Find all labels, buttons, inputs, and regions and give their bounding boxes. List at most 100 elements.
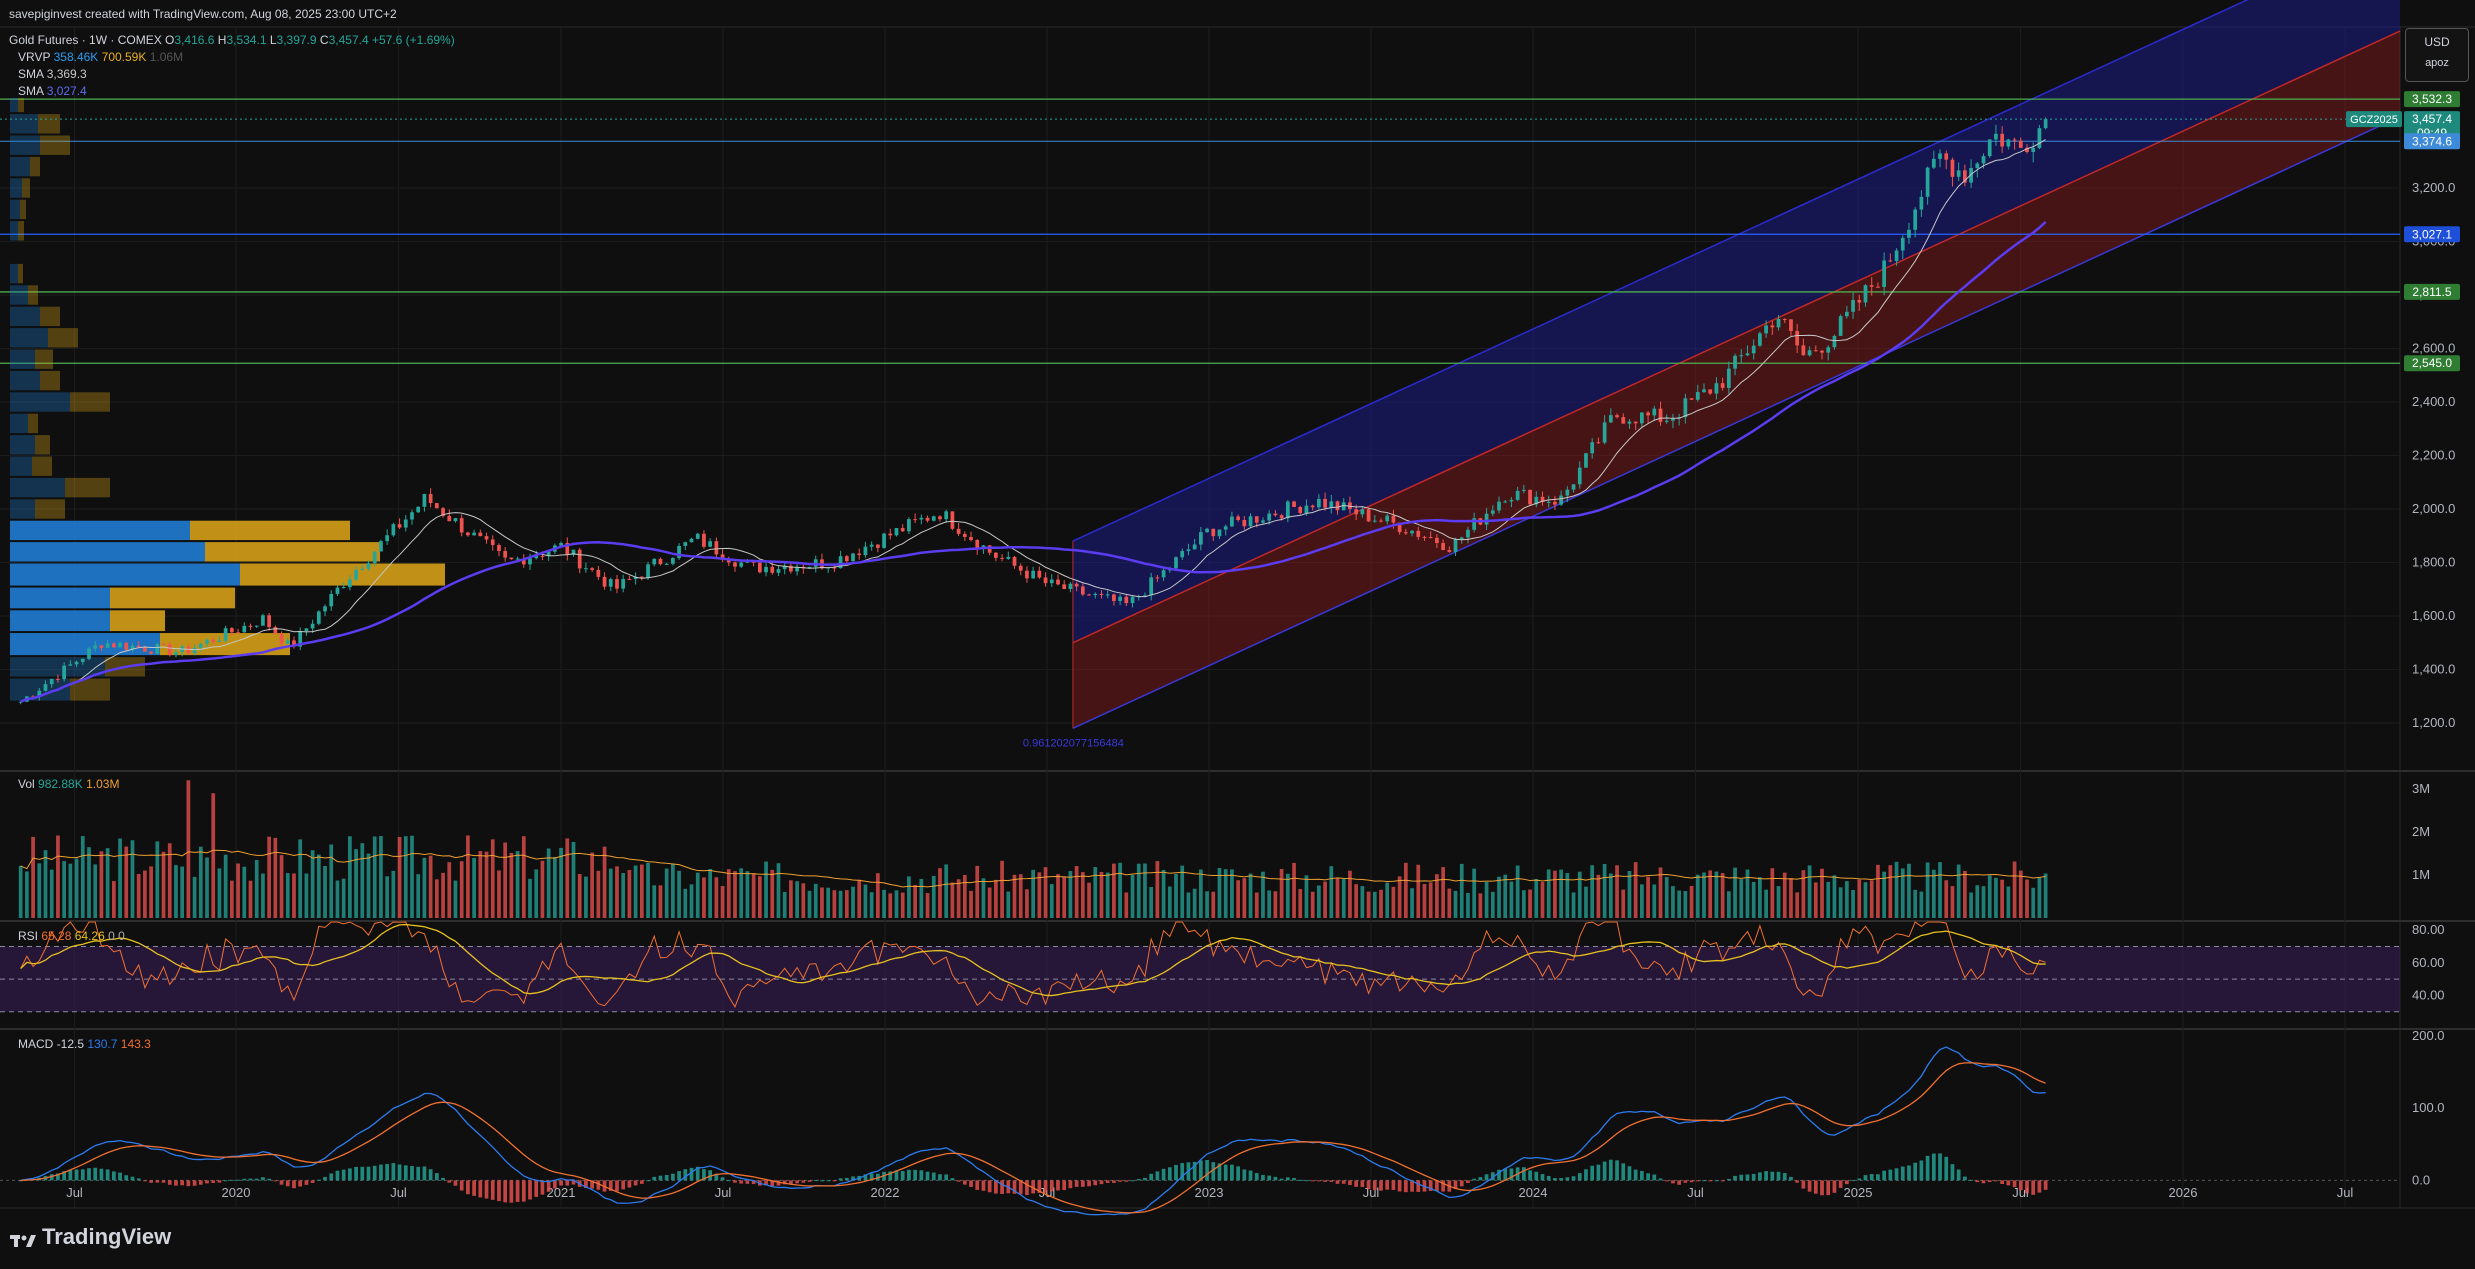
candle-body (130, 645, 135, 650)
chart-credit: savepiginvest created with TradingView.c… (9, 7, 397, 21)
candle-body (118, 642, 122, 648)
macd-histogram-bar (1677, 1180, 1682, 1185)
macd-histogram-bar (466, 1180, 470, 1195)
candle-body (62, 665, 67, 680)
vrvp-up-bar (10, 156, 30, 177)
volume-bar (1851, 890, 1855, 918)
macd-histogram-bar (329, 1173, 334, 1181)
candle-body (1633, 421, 1638, 424)
volume-bar (1025, 889, 1029, 918)
volume-bar (1615, 865, 1619, 918)
vrvp-down-bar (40, 135, 70, 155)
candle-body (1273, 513, 1278, 516)
macd-histogram-bar (503, 1180, 508, 1203)
candle-body (1950, 159, 1955, 177)
macd-histogram-bar (1018, 1180, 1023, 1195)
macd-histogram-bar (149, 1180, 153, 1183)
candle-body (1379, 520, 1383, 522)
volume-bar (366, 853, 371, 918)
volume-bar (18, 865, 23, 918)
candle-body (677, 545, 681, 559)
macd-histogram-bar (2012, 1180, 2017, 1188)
sma-slow-line (20, 221, 2047, 703)
currency-selector[interactable]: USD apoz (2405, 28, 2469, 82)
candle-body (236, 632, 240, 634)
candle-body (1323, 498, 1327, 508)
candle-body (639, 576, 644, 578)
macd-histogram-bar (391, 1163, 396, 1181)
macd-histogram-bar (1236, 1166, 1240, 1181)
macd-histogram-bar (534, 1180, 539, 1197)
macd-histogram-bar (1025, 1180, 1029, 1196)
macd-histogram-bar (1118, 1180, 1122, 1182)
macd-histogram-bar (521, 1180, 526, 1202)
vrvp-down-bar (22, 178, 30, 198)
volume-bar (118, 838, 122, 918)
candle-body (1876, 286, 1880, 288)
candle-body (1279, 515, 1284, 519)
volume-bar (1944, 880, 1949, 918)
macd-histogram-bar (925, 1171, 930, 1181)
candle-body (1807, 350, 1812, 356)
symbol-label: Gold Futures · 1W · COMEX (9, 33, 162, 47)
volume-bar (1354, 884, 1359, 918)
macd-histogram-bar (1497, 1169, 1501, 1181)
volume-bar (1236, 880, 1240, 918)
vrvp-up-bar (10, 435, 35, 455)
candle-body (1472, 518, 1477, 530)
candle-body (1571, 484, 1576, 490)
volume-bar (534, 869, 539, 918)
vrvp-down-bar (18, 263, 23, 284)
candle-body (1490, 510, 1495, 514)
macd-histogram-bar (1441, 1180, 1445, 1192)
candle-body (919, 517, 924, 520)
candle-body (1223, 526, 1228, 530)
candle-body (205, 639, 209, 644)
macd-histogram-bar (1379, 1180, 1383, 1191)
volume-bar (900, 892, 905, 918)
vrvp-down-bar (18, 221, 24, 241)
macd-histogram-bar (1720, 1180, 1725, 1182)
volume-bar (1428, 882, 1433, 918)
volume-bar (1012, 874, 1017, 918)
candle-body (1037, 570, 1042, 578)
macd-histogram-bar (1863, 1175, 1868, 1181)
candle-body (1751, 345, 1756, 354)
level-price-label: 3,532.3 (2412, 92, 2452, 106)
candle-body (1590, 442, 1595, 454)
volume-bar (236, 863, 240, 918)
candle-body (1428, 537, 1433, 539)
candle-body (1683, 398, 1688, 418)
macd-histogram-bar (472, 1180, 476, 1196)
candle-body (1360, 509, 1365, 515)
macd-histogram-bar (1087, 1180, 1091, 1187)
sma-price-tag (2404, 133, 2460, 150)
volume-bar (975, 865, 980, 918)
volume-bar (403, 836, 408, 918)
macd-histogram-bar (695, 1166, 700, 1181)
vrvp-up-bar (10, 678, 70, 701)
volume-bar (1789, 878, 1793, 918)
macd-histogram-bar (242, 1178, 247, 1181)
macd-histogram-bar (1801, 1180, 1806, 1189)
vrvp-up-bar (10, 392, 70, 412)
macd-histogram-bar (99, 1168, 104, 1181)
candle-body (664, 563, 669, 565)
volume-bar (1521, 890, 1526, 918)
candle-body (546, 551, 551, 557)
macd-histogram-bar (1248, 1170, 1253, 1181)
volume-bar (490, 839, 495, 918)
macd-histogram-bar (552, 1180, 557, 1189)
volume-bar (1764, 889, 1768, 918)
candle-body (1447, 550, 1452, 552)
volume-bar (950, 882, 955, 918)
macd-histogram-bar (397, 1164, 402, 1181)
close-value: 3,457.4 (328, 33, 369, 47)
vrvp-down-bar (18, 98, 24, 113)
x-tick-label: Jul (66, 1185, 83, 1200)
macd-histogram-bar (1217, 1163, 1222, 1181)
candle-body (1813, 350, 1818, 352)
candle-body (764, 566, 768, 573)
volume-bar (397, 836, 402, 918)
